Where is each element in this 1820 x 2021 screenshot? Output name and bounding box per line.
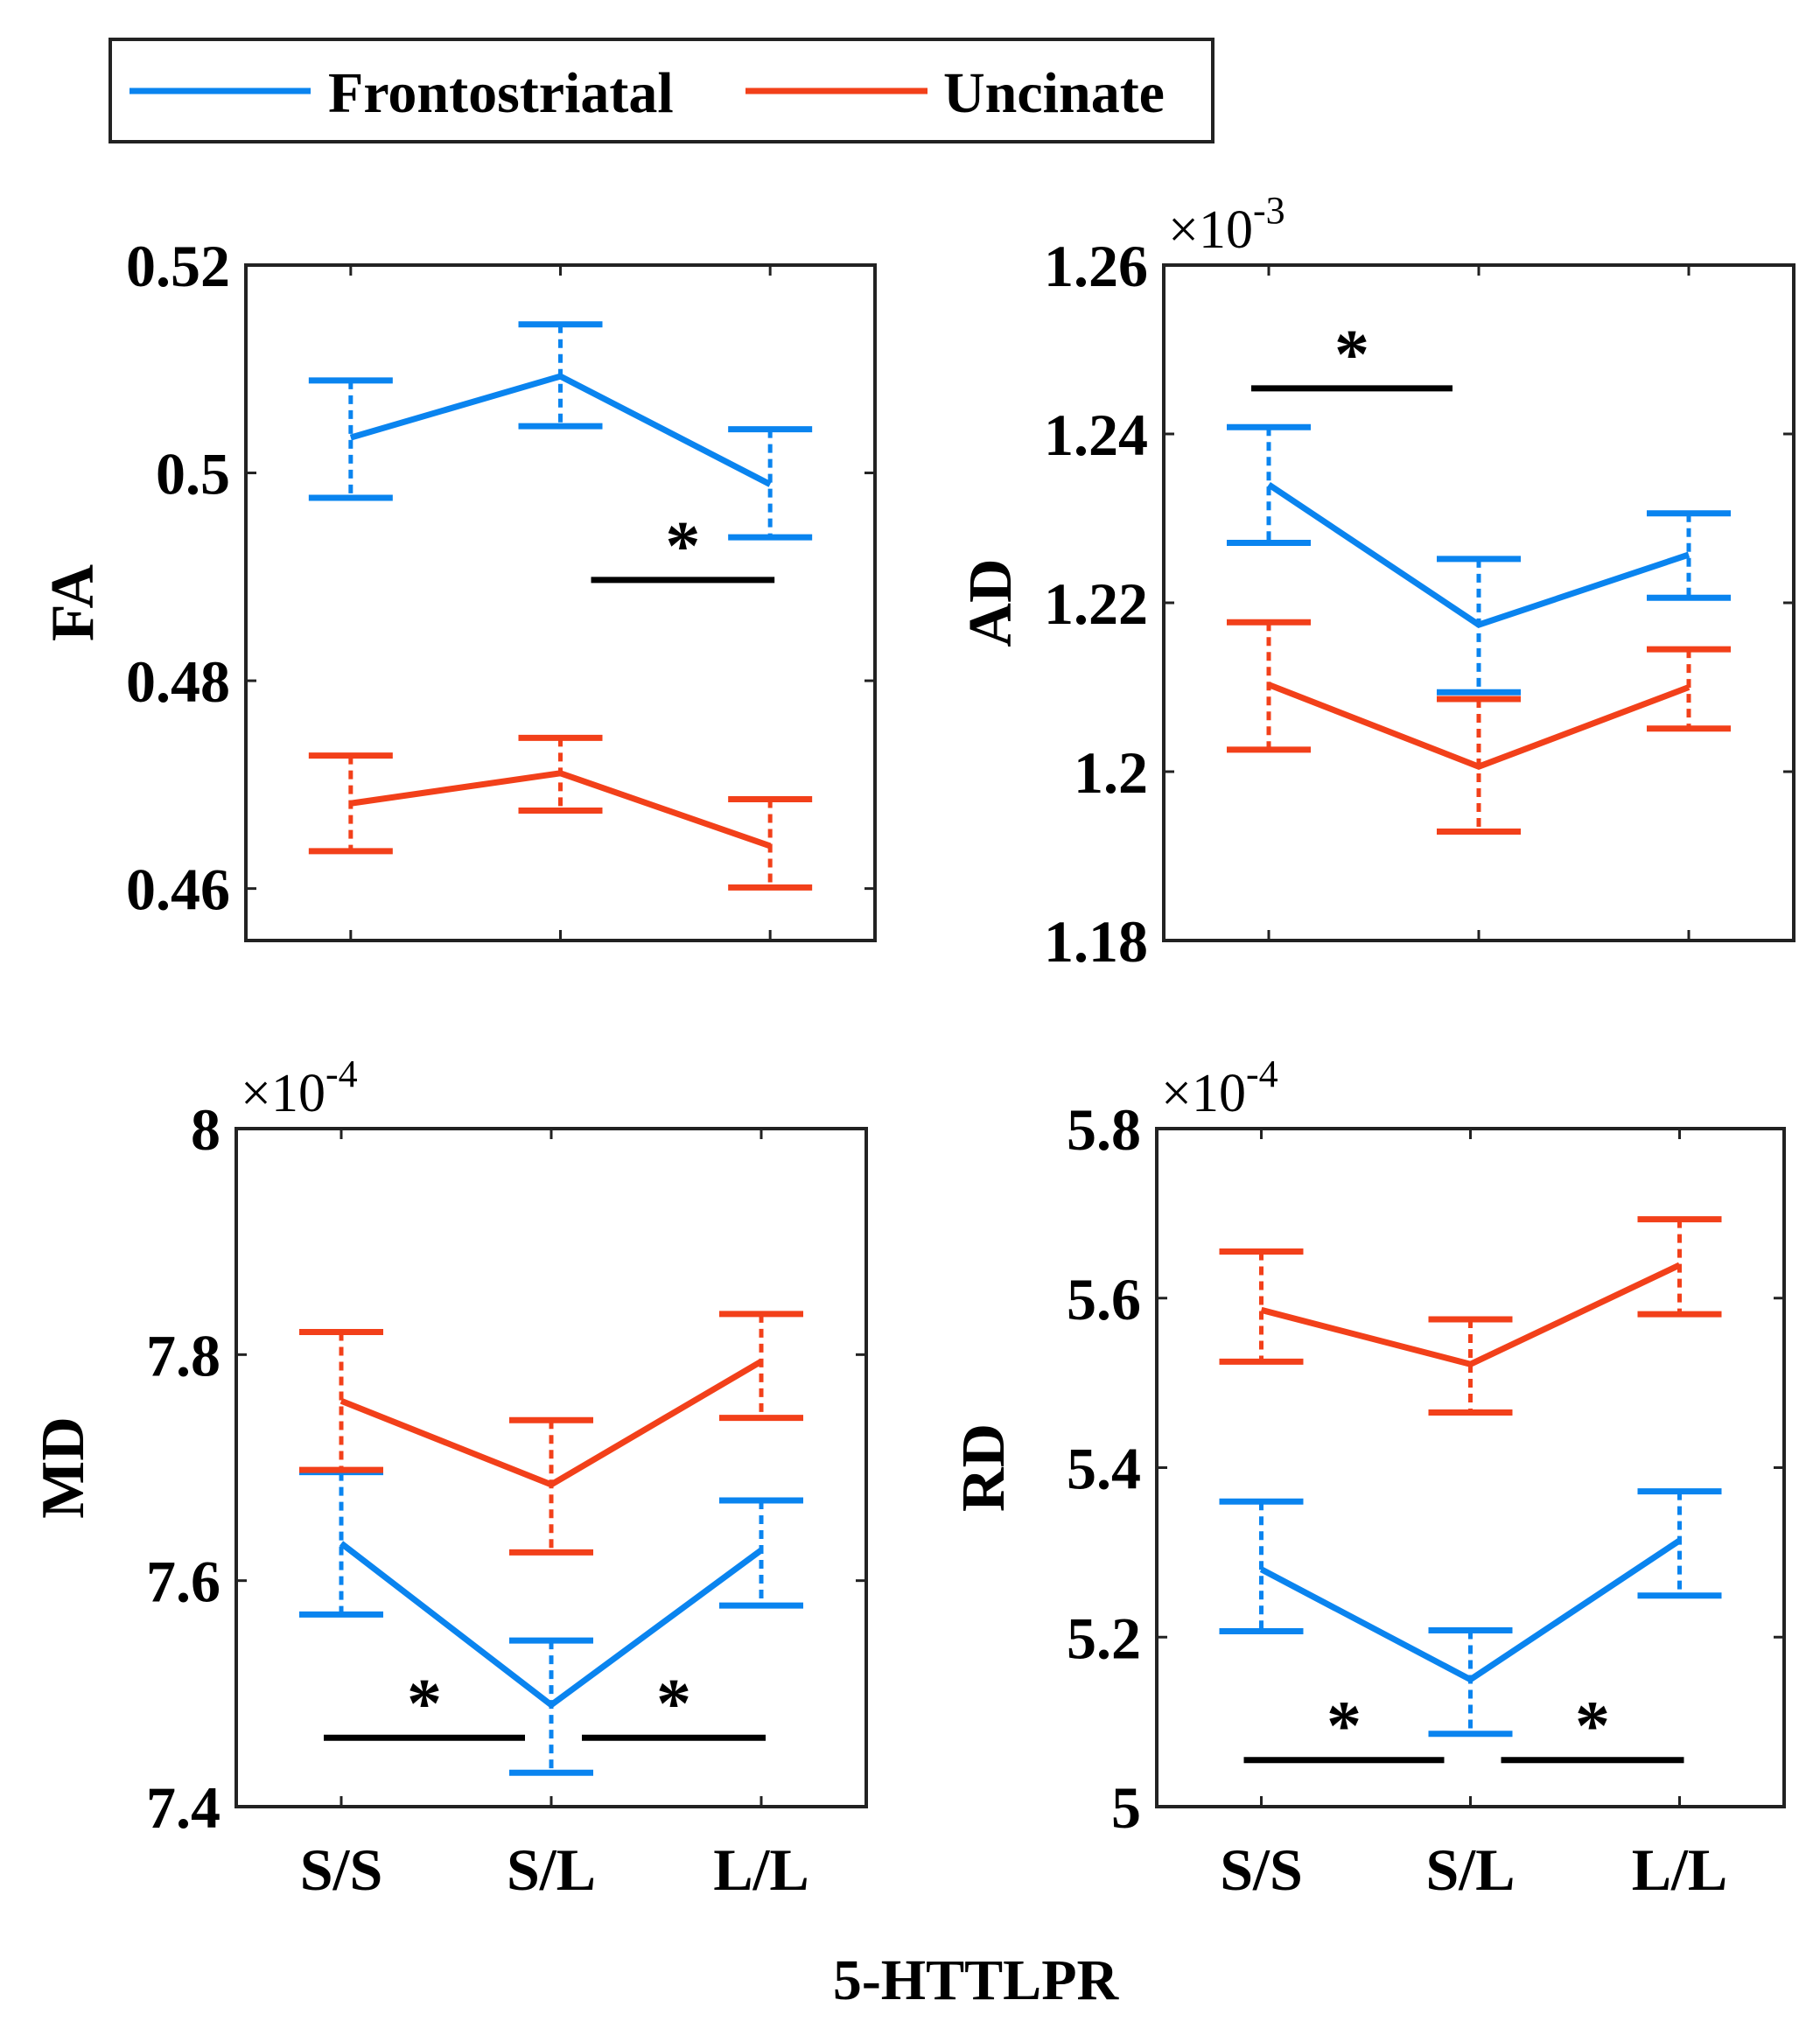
y-axis-label: FA [39, 563, 107, 641]
y-tick-label: 1.24 [1044, 402, 1148, 468]
panel-md: 7.4 7.6 7.8 8 S/S S/L L/L MD ×10-4 * * [30, 1052, 868, 1903]
series-line [1267, 682, 1690, 770]
y-tick-label: 1.22 [1044, 570, 1148, 637]
exponent-label: ×10-4 [1161, 1052, 1278, 1123]
y-tick-label: 5.8 [1067, 1096, 1141, 1163]
x-tick-label: S/S [300, 1836, 383, 1903]
y-tick-label: 1.18 [1044, 908, 1148, 975]
y-tick-label: 5.4 [1067, 1436, 1141, 1502]
exponent-label: ×10-3 [1168, 189, 1285, 260]
y-tick-label: 5.2 [1067, 1605, 1141, 1671]
significance-star: * [1334, 317, 1369, 394]
legend-label-uncinate: Uncinate [943, 61, 1165, 125]
series-uncinate [299, 1311, 803, 1556]
y-axis-label: RD [950, 1423, 1018, 1512]
y-tick-label: 8 [191, 1096, 220, 1163]
panel-fa: 0.46 0.48 0.5 0.52 FA * [39, 233, 877, 942]
series-line [349, 373, 772, 487]
x-tick-label: L/L [713, 1836, 809, 1903]
significance-star: * [656, 1666, 691, 1743]
series-uncinate [1227, 619, 1731, 836]
series-uncinate [308, 734, 813, 891]
series-frontostriatal [308, 321, 813, 541]
significance-star: * [407, 1666, 442, 1743]
y-tick-label: 0.48 [126, 648, 230, 715]
series-line [350, 770, 772, 850]
y-tick-label: 1.26 [1044, 233, 1148, 299]
y-tick-label: 7.6 [146, 1549, 220, 1615]
series-frontostriatal [1227, 423, 1731, 696]
series-frontostriatal [1219, 1488, 1722, 1738]
significance-star: * [665, 508, 700, 585]
y-tick-label: 5 [1111, 1774, 1141, 1841]
series-line [339, 1541, 764, 1710]
x-tick-label: S/S [1220, 1836, 1303, 1903]
legend-label-frontostriatal: Frontostriatal [328, 61, 674, 125]
significance-star: * [1575, 1689, 1610, 1766]
x-tick-label: L/L [1632, 1836, 1728, 1903]
legend: Frontostriatal Uncinate [108, 38, 1214, 143]
y-tick-label: 7.8 [146, 1322, 220, 1388]
panel-rd: 5 5.2 5.4 5.6 5.8 S/S S/L L/L RD ×10-4 * * [950, 1052, 1786, 1903]
y-tick-label: 0.5 [156, 441, 230, 507]
y-tick-label: 7.4 [146, 1774, 220, 1841]
y-tick-label: 0.46 [126, 857, 230, 923]
exponent-label: ×10-4 [241, 1052, 358, 1123]
series-uncinate [1219, 1216, 1722, 1416]
series-frontostriatal [299, 1469, 803, 1776]
series-line [1267, 481, 1690, 628]
y-axis-label: AD [957, 558, 1025, 647]
y-tick-label: 5.6 [1067, 1266, 1141, 1332]
y-axis-label: MD [30, 1416, 97, 1519]
y-tick-label: 0.52 [126, 233, 230, 299]
axes-box [244, 263, 877, 942]
y-tick-label: 1.2 [1074, 739, 1148, 806]
series-line [340, 1359, 763, 1488]
series-line [1260, 1262, 1681, 1368]
series-line [1259, 1537, 1682, 1683]
x-tick-label: S/L [507, 1836, 596, 1903]
significance-star: * [1326, 1689, 1362, 1766]
axes-box [1162, 263, 1796, 942]
panel-ad: 1.18 1.2 1.22 1.24 1.26 AD ×10-3 * [957, 189, 1796, 975]
x-axis-label: 5-HTTLPR [833, 1948, 1120, 2012]
x-tick-label: S/L [1425, 1836, 1515, 1903]
